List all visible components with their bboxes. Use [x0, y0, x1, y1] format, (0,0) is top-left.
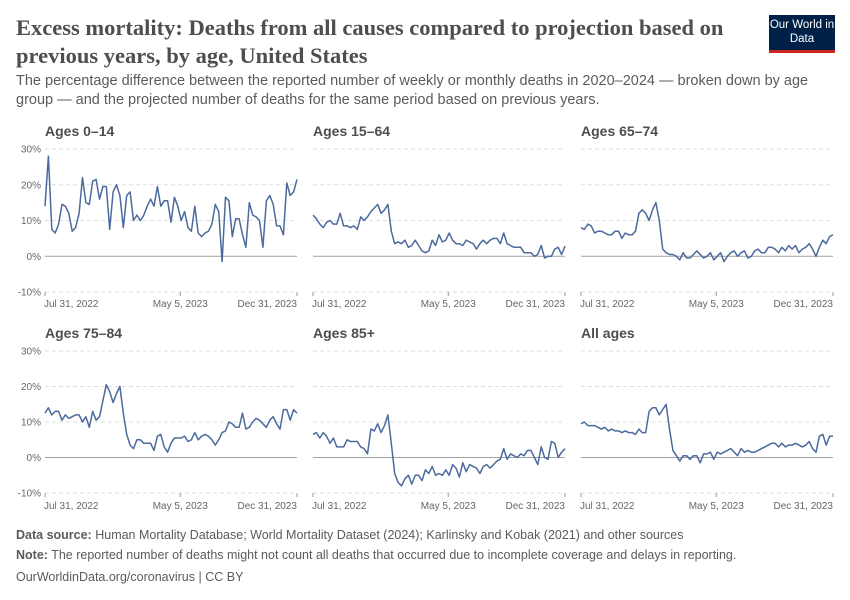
y-tick-label: 20% [21, 180, 41, 191]
series-line [580, 201, 834, 263]
y-tick-label: 10% [21, 216, 41, 227]
x-tick-label: Jul 31, 2022 [580, 299, 635, 310]
x-tick-label: May 5, 2023 [153, 299, 208, 310]
x-tick-label: Jul 31, 2022 [44, 299, 99, 310]
y-tick-label: 20% [21, 382, 41, 393]
owid-logo[interactable]: Our World in Data [769, 15, 835, 53]
chart-title: Excess mortality: Deaths from all causes… [16, 15, 724, 68]
x-tick-label: Dec 31, 2023 [506, 501, 566, 512]
x-tick-label: Dec 31, 2023 [774, 501, 834, 512]
x-tick-label: May 5, 2023 [689, 299, 744, 310]
x-tick-label: Dec 31, 2023 [238, 501, 298, 512]
series-line [580, 403, 833, 464]
panel-title: Ages 65–74 [581, 123, 658, 139]
series-line [44, 155, 298, 263]
y-tick-label: -10% [18, 288, 41, 299]
note-text: The reported number of deaths might not … [51, 548, 737, 562]
data-source: Data source: Human Mortality Database; W… [16, 528, 683, 542]
y-tick-label: -10% [18, 489, 41, 500]
y-tick-label: 0% [27, 252, 42, 263]
source-label: Data source: [16, 528, 92, 542]
x-tick-label: Dec 31, 2023 [774, 299, 834, 310]
x-tick-label: May 5, 2023 [421, 299, 476, 310]
x-tick-label: May 5, 2023 [153, 501, 208, 512]
note-label: Note: [16, 548, 48, 562]
chart-subtitle: The percentage difference between the re… [16, 73, 809, 108]
panel-title: Ages 85+ [313, 325, 375, 341]
source-url[interactable]: OurWorldinData.org/coronavirus | CC BY [16, 570, 244, 584]
x-tick-label: Dec 31, 2023 [506, 299, 566, 310]
y-tick-label: 0% [27, 453, 42, 464]
y-tick-label: 30% [21, 347, 41, 358]
x-tick-label: Jul 31, 2022 [44, 501, 99, 512]
x-tick-label: Jul 31, 2022 [312, 299, 367, 310]
x-tick-label: Dec 31, 2023 [238, 299, 298, 310]
x-tick-label: May 5, 2023 [421, 501, 476, 512]
panel-title: Ages 15–64 [313, 123, 390, 139]
x-tick-label: Jul 31, 2022 [580, 501, 635, 512]
panel-title: All ages [581, 325, 635, 341]
y-tick-label: 10% [21, 418, 41, 429]
note: Note: The reported number of deaths migh… [16, 548, 736, 562]
panel-title: Ages 0–14 [45, 123, 114, 139]
series-line [44, 383, 298, 453]
y-tick-label: 30% [21, 145, 41, 156]
source-text: Human Mortality Database; World Mortalit… [95, 528, 684, 542]
series-line [312, 414, 566, 487]
x-tick-label: May 5, 2023 [689, 501, 744, 512]
series-line [312, 203, 566, 259]
panel-title: Ages 75–84 [45, 325, 122, 341]
x-tick-label: Jul 31, 2022 [312, 501, 367, 512]
